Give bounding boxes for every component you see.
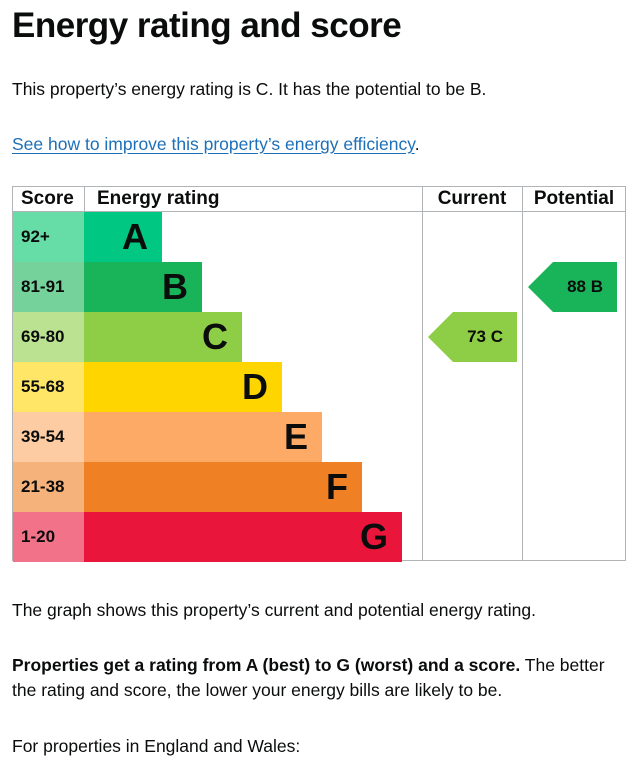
rating-letter-a: A	[122, 216, 148, 257]
score-range-d: 55-68	[13, 362, 84, 412]
rating-explanation-bold: Properties get a rating from A (best) to…	[12, 655, 521, 675]
score-range-g: 1-20	[13, 512, 84, 562]
rating-letter-e: E	[283, 416, 308, 457]
rating-letter-b: B	[162, 266, 188, 307]
current-rating-label: 73 C	[467, 327, 503, 346]
rating-bar-d: D	[84, 362, 282, 412]
rating-bar-b: B	[84, 262, 202, 312]
rating-bar-g: G	[84, 512, 402, 562]
rating-bar-c: C	[84, 312, 242, 362]
score-range-c: 69-80	[13, 312, 84, 362]
current-arrow-shape	[428, 312, 517, 362]
graph-description: The graph shows this property’s current …	[12, 600, 537, 620]
header-potential: Potential	[533, 188, 615, 209]
rating-explanation: Properties get a rating from A (best) to…	[12, 653, 632, 703]
energy-rating-chart: Score Energy rating Current Potential 92…	[12, 186, 626, 562]
potential-arrow-fill	[528, 262, 617, 312]
link-suffix: .	[414, 134, 420, 154]
rating-summary: This property’s energy rating is C. It h…	[12, 79, 487, 99]
rating-letter-f: F	[326, 466, 348, 507]
rating-explanation-rest: The better the rating and score, the low…	[12, 655, 605, 700]
score-range-e: 39-54	[13, 412, 84, 462]
rating-letter-g: G	[359, 516, 388, 557]
potential-arrow-shape	[528, 262, 617, 312]
potential-rating-arrow: 88 B	[528, 262, 617, 312]
rating-letter-d: D	[242, 366, 268, 407]
rating-bar-a: A	[84, 212, 162, 262]
rating-bar-e: E	[84, 412, 322, 462]
score-range-f: 21-38	[13, 462, 84, 512]
current-arrow-fill	[428, 312, 517, 362]
column-divider	[422, 187, 423, 560]
page-title: Energy rating and score	[12, 6, 402, 45]
header-score: Score	[21, 188, 74, 209]
header-divider	[13, 211, 625, 212]
rating-letter-c: C	[202, 316, 228, 357]
rating-bar-f: F	[84, 462, 362, 512]
header-energy-rating: Energy rating	[97, 188, 220, 209]
improve-efficiency-link[interactable]: See how to improve this property’s energ…	[12, 134, 415, 154]
potential-rating-label: 88 B	[567, 277, 603, 296]
score-range-a: 92+	[13, 212, 84, 262]
england-wales-intro: For properties in England and Wales:	[12, 736, 301, 756]
header-current: Current	[437, 188, 507, 209]
improve-paragraph: See how to improve this property’s energ…	[12, 132, 420, 157]
current-rating-arrow: 73 C	[428, 312, 517, 362]
score-range-b: 81-91	[13, 262, 84, 312]
column-divider	[522, 187, 523, 560]
